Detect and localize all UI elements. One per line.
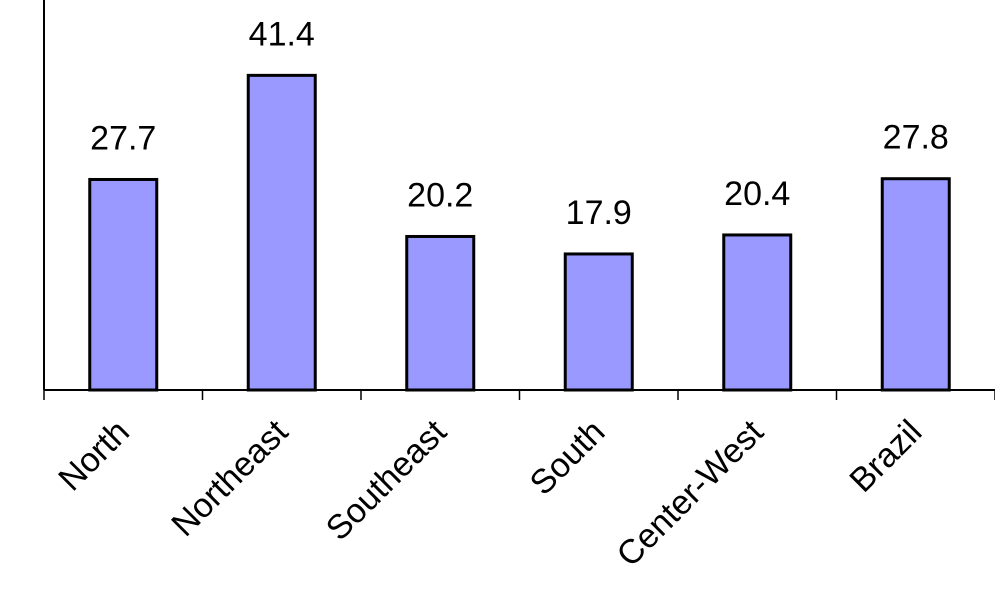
data-label-north: 27.7 [90,119,156,157]
chart-axes [43,0,995,391]
category-label-southeast: Southeast [319,412,455,548]
category-label-center-west: Center-West [610,412,772,574]
category-label-south: South [523,413,613,503]
bar-southeast [405,234,476,392]
data-labels: 27.7 41.4 20.2 17.9 20.4 27.8 [90,15,949,232]
bar-center-west [722,233,793,392]
bar-northeast [246,73,317,392]
data-label-brazil: 27.8 [883,119,949,157]
bar-series [88,73,951,392]
data-label-northeast: 41.4 [249,15,315,53]
category-label-northeast: Northeast [164,412,295,543]
x-ticks [43,390,995,400]
data-label-center-west: 20.4 [724,175,790,213]
data-label-southeast: 20.2 [407,176,473,214]
bar-brazil [880,177,951,392]
category-label-north: North [51,413,137,499]
data-label-south: 17.9 [566,194,632,232]
bar-south [563,252,634,392]
category-label-brazil: Brazil [842,413,929,500]
bar-north [88,177,159,392]
